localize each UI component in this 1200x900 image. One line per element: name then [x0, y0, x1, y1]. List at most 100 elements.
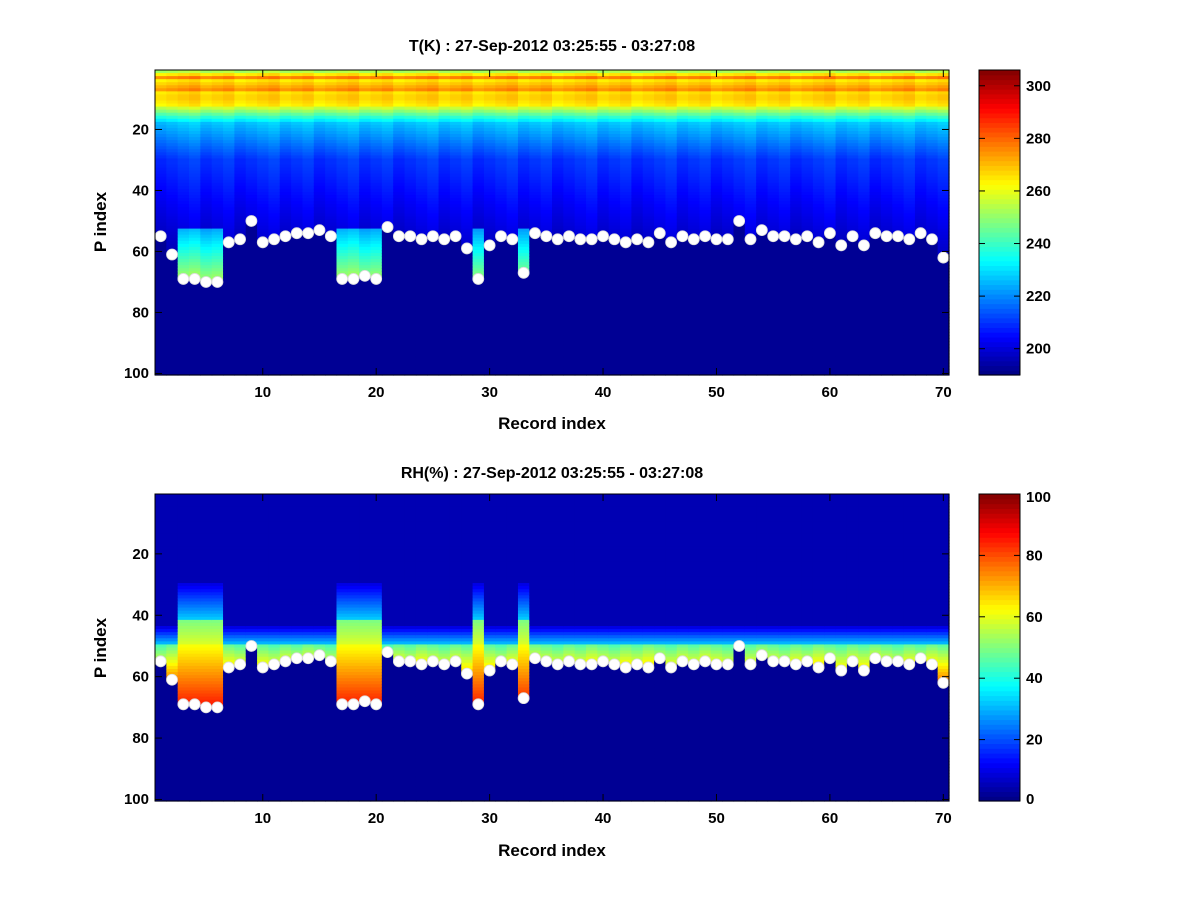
- temperature-heatmap-cell: [268, 170, 281, 175]
- temperature-heatmap-cell: [404, 353, 417, 358]
- temperature-heatmap-cell: [438, 371, 451, 376]
- temperature-heatmap-cell: [189, 143, 201, 147]
- temperature-heatmap-cell: [245, 137, 258, 141]
- temperature-heatmap-cell: [381, 262, 394, 266]
- temperature-heatmap-cell: [234, 195, 247, 199]
- temperature-heatmap-cell: [449, 164, 462, 169]
- temperature-heatmap-cell: [370, 158, 383, 163]
- temperature-heatmap-cell: [347, 173, 360, 178]
- temperature-heatmap-cell: [415, 259, 428, 263]
- temperature-heatmap-cell: [336, 167, 349, 172]
- temperature-heatmap-cell: [381, 73, 394, 77]
- temperature-heatmap-cell: [347, 201, 360, 205]
- temperature-heatmap-cell: [155, 76, 167, 80]
- temperature-heatmap-cell: [393, 207, 406, 211]
- temperature-heatmap-cell: [313, 268, 326, 272]
- temperature-heatmap-cell: [461, 73, 474, 77]
- temperature-heatmap-cell: [302, 371, 315, 376]
- temperature-heatmap-cell: [245, 124, 258, 129]
- temperature-heatmap-cell: [155, 341, 167, 346]
- temperature-heatmap-cell: [200, 103, 213, 108]
- temperature-heatmap-cell: [291, 164, 304, 169]
- temperature-heatmap-cell: [313, 356, 326, 361]
- temperature-heatmap-cell: [211, 286, 224, 291]
- temperature-heatmap-cell: [381, 237, 394, 242]
- temperature-heatmap-cell: [200, 295, 213, 300]
- temperature-heatmap-cell: [449, 335, 462, 339]
- temperature-heatmap-cell: [438, 277, 451, 282]
- temperature-heatmap-cell: [381, 88, 394, 92]
- temperature-heatmap-cell: [415, 222, 428, 227]
- temperature-heatmap-cell: [155, 106, 167, 111]
- temperature-heatmap-cell: [234, 179, 247, 184]
- temperature-heatmap-cell: [359, 137, 372, 141]
- temperature-heatmap-cell: [302, 176, 315, 181]
- temperature-heatmap-cell: [279, 365, 292, 370]
- temperature-heatmap-cell: [336, 259, 349, 263]
- temperature-heatmap-cell: [336, 121, 349, 126]
- temperature-heatmap-cell: [393, 152, 406, 156]
- temperature-heatmap-cell: [415, 256, 428, 260]
- temperature-heatmap-cell: [313, 134, 326, 138]
- temperature-heatmap-cell: [404, 320, 417, 324]
- temperature-heatmap-cell: [313, 188, 326, 193]
- temperature-heatmap-cell: [393, 182, 406, 187]
- temperature-heatmap-cell: [268, 115, 281, 120]
- temperature-heatmap-cell: [166, 176, 179, 181]
- temperature-heatmap-cell: [370, 210, 383, 214]
- temperature-heatmap-cell: [359, 188, 372, 193]
- temperature-heatmap-cell: [166, 73, 179, 77]
- temperature-heatmap-cell: [155, 152, 167, 156]
- temperature-heatmap-cell: [166, 91, 179, 95]
- temperature-heatmap-cell: [381, 298, 394, 303]
- temperature-heatmap-cell: [370, 97, 383, 102]
- temperature-heatmap-cell: [449, 246, 462, 251]
- temperature-heatmap-cell: [347, 310, 360, 315]
- temperature-heatmap-cell: [313, 237, 326, 242]
- temperature-heatmap-cell: [234, 164, 247, 169]
- temperature-heatmap-cell: [155, 268, 167, 272]
- temperature-heatmap-cell: [279, 259, 292, 263]
- temperature-heatmap-cell: [381, 301, 394, 306]
- temperature-heatmap-cell: [438, 362, 451, 367]
- temperature-heatmap-cell: [427, 353, 440, 358]
- temperature-heatmap-cell: [415, 127, 428, 132]
- temperature-heatmap-cell: [223, 161, 235, 166]
- temperature-heatmap-cell: [177, 262, 190, 266]
- temperature-heatmap-cell: [245, 234, 258, 239]
- temperature-heatmap-cell: [189, 137, 201, 141]
- temperature-heatmap-cell: [234, 112, 247, 117]
- temperature-heatmap-cell: [234, 277, 247, 282]
- temperature-heatmap-cell: [438, 268, 451, 272]
- temperature-heatmap-cell: [166, 121, 179, 126]
- temperature-heatmap-cell: [211, 131, 224, 135]
- temperature-heatmap-cell: [393, 179, 406, 184]
- temperature-heatmap-cell: [381, 289, 394, 294]
- temperature-heatmap-cell: [189, 146, 201, 150]
- temperature-heatmap-cell: [427, 246, 440, 251]
- temperature-heatmap-cell: [404, 295, 417, 300]
- temperature-heatmap-cell: [279, 344, 292, 349]
- temperature-heatmap-cell: [268, 268, 281, 272]
- temperature-heatmap-cell: [211, 106, 224, 111]
- temperature-heatmap-cell: [370, 225, 383, 230]
- temperature-heatmap-cell: [155, 94, 167, 99]
- temperature-heatmap-cell: [166, 152, 179, 156]
- temperature-heatmap-cell: [427, 94, 440, 99]
- temperature-heatmap-cell: [449, 347, 462, 352]
- temperature-heatmap-cell: [347, 124, 360, 129]
- temperature-heatmap-cell: [359, 307, 372, 312]
- temperature-heatmap-cell: [381, 310, 394, 315]
- temperature-heatmap-cell: [166, 210, 179, 214]
- temperature-heatmap-cell: [291, 112, 304, 117]
- temperature-heatmap-cell: [302, 188, 315, 193]
- temperature-heatmap-cell: [189, 353, 201, 358]
- temperature-heatmap-cell: [223, 195, 235, 199]
- temperature-heatmap-cell: [313, 204, 326, 208]
- temperature-heatmap-cell: [177, 371, 190, 376]
- temperature-heatmap-cell: [257, 350, 270, 355]
- temperature-heatmap-cell: [268, 179, 281, 184]
- temperature-heatmap-cell: [347, 127, 360, 132]
- temperature-heatmap-cell: [449, 143, 462, 147]
- temperature-heatmap-cell: [302, 332, 315, 336]
